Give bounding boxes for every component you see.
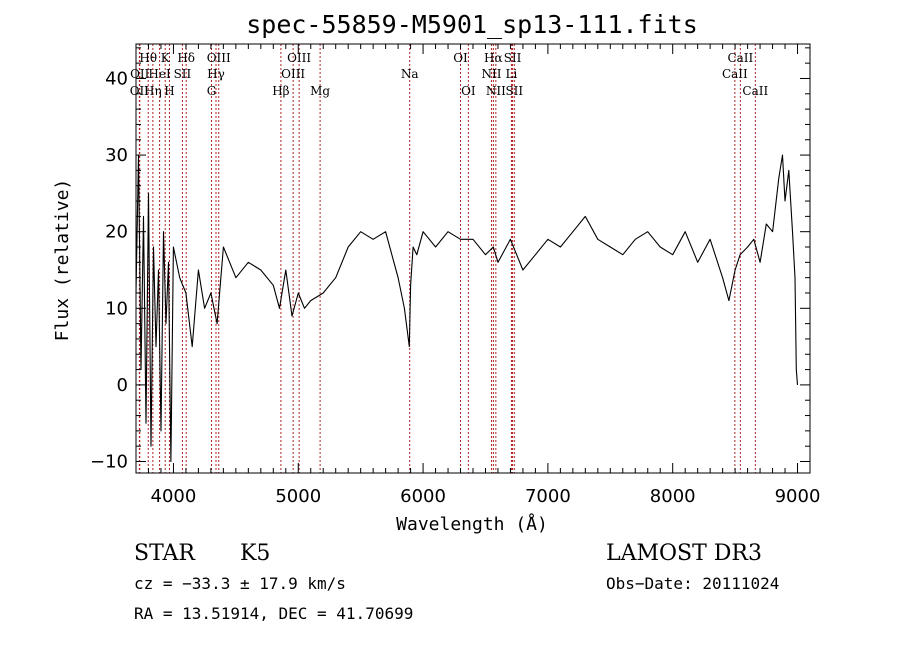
y-tick-label: 10 <box>105 298 128 319</box>
x-axis-label: Wavelength (Å) <box>396 513 548 535</box>
y-tick-label: 20 <box>105 222 128 243</box>
x-tick-label: 9000 <box>775 486 821 507</box>
line-label: OI <box>453 51 468 65</box>
line-label: OIII <box>281 67 305 81</box>
obs-date: Obs−Date: 20111024 <box>606 574 779 593</box>
line-label: Hα <box>484 51 503 65</box>
line-label: Na <box>401 67 419 81</box>
x-tick-label: 6000 <box>400 486 446 507</box>
redshift-text: cz = −33.3 ± 17.9 km/s <box>134 574 346 593</box>
line-label: Li <box>506 67 518 81</box>
line-label: OII <box>130 84 150 98</box>
line-label: CaII <box>742 84 768 98</box>
line-label: NII <box>486 84 506 98</box>
x-tick-label: 4000 <box>151 486 197 507</box>
chart-title: spec-55859-M5901_sp13-111.fits <box>246 10 698 39</box>
line-label: Hδ <box>177 51 195 65</box>
y-axis-label: Flux (relative) <box>52 179 73 342</box>
y-tick-label: 40 <box>105 68 128 89</box>
x-tick-label: 5000 <box>275 486 321 507</box>
x-tick-label: 8000 <box>650 486 696 507</box>
y-tick-label: 30 <box>105 145 128 166</box>
object-subclass: K5 <box>240 541 270 566</box>
plot-frame <box>135 43 811 474</box>
spectrum-line <box>135 154 799 463</box>
object-class: STAR <box>134 541 196 566</box>
line-label: NII <box>481 67 501 81</box>
line-label: Hη <box>144 84 162 98</box>
line-label: CaII <box>727 51 753 65</box>
line-label: SII <box>174 67 192 81</box>
line-label: K <box>161 51 171 65</box>
line-label: SII <box>505 84 523 98</box>
line-label: OII <box>130 67 150 81</box>
line-label: SII <box>504 51 522 65</box>
line-label: H <box>164 84 174 98</box>
line-label: OI <box>461 84 476 98</box>
line-label: OIII <box>287 51 311 65</box>
line-markers <box>138 44 756 473</box>
line-label: CaII <box>722 67 748 81</box>
line-label: HeI <box>148 67 171 81</box>
line-label: Hθ <box>139 51 157 65</box>
line-label: Hβ <box>272 84 289 98</box>
plot-area <box>135 154 799 463</box>
line-label: OIII <box>207 51 231 65</box>
coordinates: RA = 13.51914, DEC = 41.70699 <box>134 604 413 623</box>
x-tick-label: 7000 <box>525 486 571 507</box>
y-tick-label: 0 <box>117 375 128 396</box>
axis-ticks: 4000 5000 6000 7000 8000 9000 −10 0 10 20 30 40 <box>90 44 820 507</box>
survey-name: LAMOST DR3 <box>606 541 762 566</box>
line-label: G <box>207 84 217 98</box>
line-label: Hγ <box>207 67 225 81</box>
y-tick-label: −10 <box>90 452 128 473</box>
line-label: Mg <box>310 84 330 98</box>
